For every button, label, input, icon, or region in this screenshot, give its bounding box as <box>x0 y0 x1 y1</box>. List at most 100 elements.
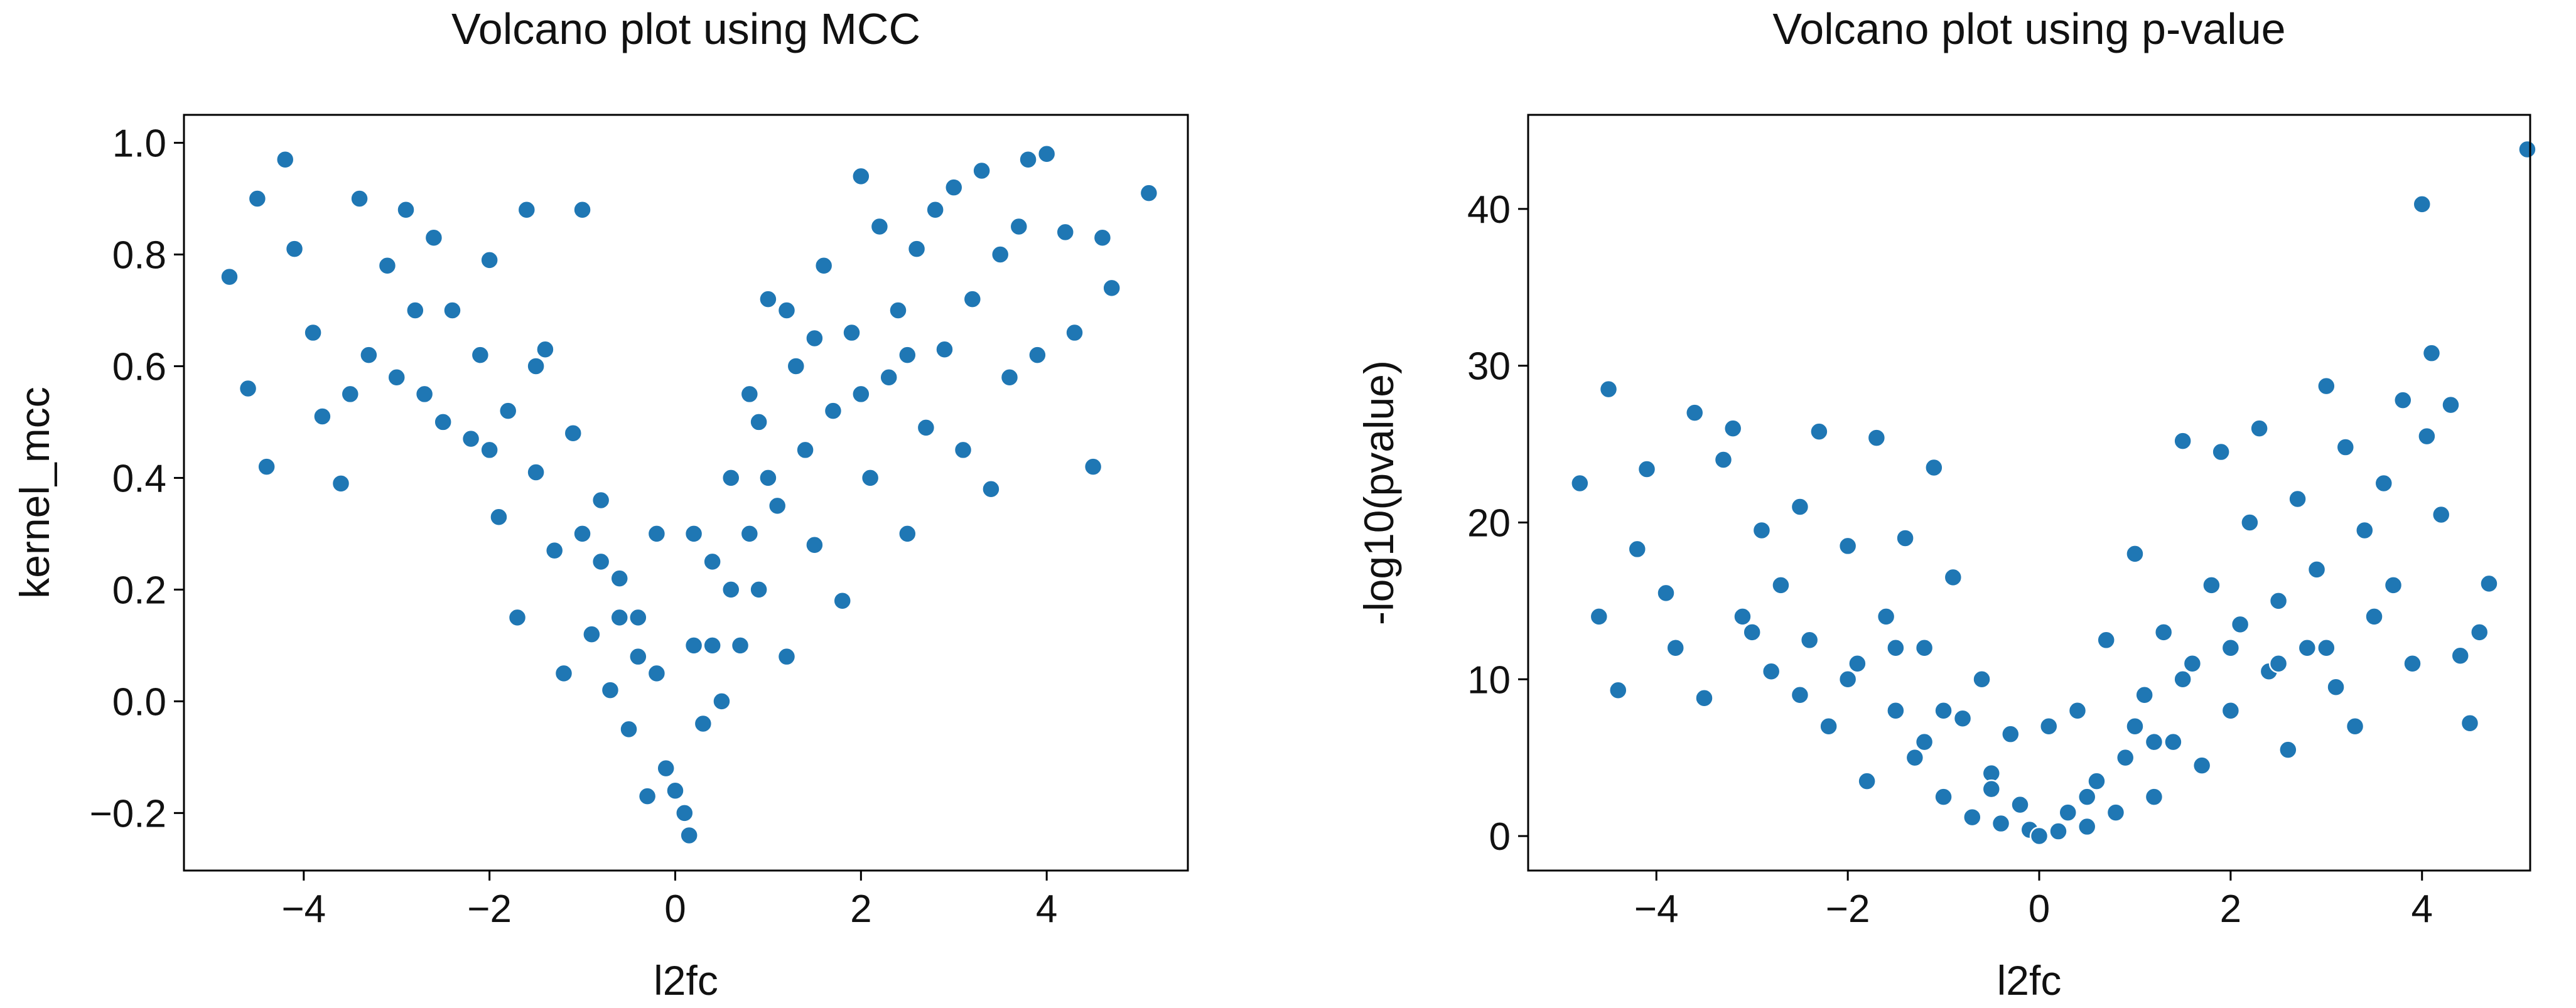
point <box>1055 222 1075 242</box>
point <box>1838 670 1858 689</box>
point <box>2297 638 2317 658</box>
point <box>2364 607 2384 626</box>
y-tick-label: 0.6 <box>112 345 166 389</box>
point <box>2173 670 2192 689</box>
point <box>563 423 583 443</box>
subplot: Volcano plot using p-value l2fc -log10(pva… <box>1355 4 2537 1004</box>
x-axis-label: l2fc <box>654 957 718 1004</box>
point <box>2221 638 2241 658</box>
point <box>851 166 871 186</box>
point <box>805 328 824 348</box>
point <box>666 781 685 800</box>
point <box>1102 278 1121 298</box>
point <box>916 418 936 437</box>
point <box>257 457 276 476</box>
point <box>2412 195 2432 214</box>
point <box>870 217 890 237</box>
point <box>1083 457 1103 476</box>
point <box>2518 139 2537 159</box>
point <box>359 345 379 365</box>
point <box>303 323 323 343</box>
point <box>637 786 657 806</box>
point <box>962 289 983 309</box>
point <box>554 663 574 684</box>
point <box>1627 539 1647 559</box>
x-tick-label: 4 <box>1036 887 1057 931</box>
point <box>1570 473 1590 493</box>
point <box>2268 654 2288 673</box>
point <box>247 189 267 208</box>
point <box>2077 817 2097 837</box>
point <box>1867 428 1887 448</box>
point <box>526 357 546 376</box>
chart-title: Volcano plot using p-value <box>1772 4 2285 53</box>
point <box>2441 395 2460 415</box>
point <box>1028 345 1047 365</box>
x-tick-label: −2 <box>1826 887 1870 931</box>
point <box>740 384 760 404</box>
point <box>1684 403 1705 422</box>
point <box>990 245 1010 264</box>
point <box>767 496 787 516</box>
point <box>2278 740 2298 759</box>
point <box>647 524 667 544</box>
x-tick-label: 0 <box>664 887 686 931</box>
point <box>1981 779 2002 799</box>
point <box>721 468 741 488</box>
point <box>944 178 964 197</box>
point <box>1598 379 1619 399</box>
point <box>898 345 917 365</box>
y-tick-label: −0.2 <box>90 792 166 835</box>
point <box>1742 623 1762 642</box>
point <box>461 429 481 449</box>
point <box>2221 700 2241 721</box>
point <box>507 608 527 628</box>
point <box>340 384 360 404</box>
point <box>1934 700 1953 721</box>
point <box>313 407 332 426</box>
point <box>2460 713 2480 733</box>
y-tick-label: 0.0 <box>112 680 166 724</box>
point <box>1905 748 1925 768</box>
point <box>1656 583 1676 603</box>
point <box>544 540 564 560</box>
chart-title: Volcano plot using MCC <box>451 4 920 53</box>
subplot: Volcano plot using MCC l2fc kernel_mcc −4 −2… <box>11 4 1189 1004</box>
x-tick-label: 2 <box>2220 887 2241 931</box>
point <box>1752 520 1772 540</box>
point <box>1723 419 1743 438</box>
point <box>424 228 444 248</box>
point <box>1609 680 1628 700</box>
point <box>749 580 768 599</box>
point <box>1761 662 1781 682</box>
point <box>2115 748 2135 768</box>
point <box>1713 450 1733 469</box>
point <box>628 608 648 628</box>
point <box>703 552 722 572</box>
point <box>981 479 1001 499</box>
point <box>2336 437 2356 457</box>
point <box>610 608 629 628</box>
x-axis-label: l2fc <box>1997 957 2062 1004</box>
point <box>1037 144 1057 164</box>
point <box>2202 576 2221 595</box>
point <box>480 250 499 270</box>
point <box>582 625 601 644</box>
point <box>684 524 704 544</box>
point <box>721 580 741 599</box>
x-tick-label: −4 <box>1634 887 1679 931</box>
point <box>1695 688 1714 708</box>
point <box>935 340 954 359</box>
y-tick-label: 0.4 <box>112 457 166 500</box>
point <box>679 825 699 845</box>
point <box>2153 623 2174 642</box>
point <box>898 524 917 544</box>
point <box>1790 497 1810 517</box>
point <box>1771 576 1791 595</box>
point <box>2345 716 2365 736</box>
point <box>656 758 676 778</box>
point <box>907 239 927 259</box>
point <box>851 384 871 404</box>
point <box>675 803 694 823</box>
